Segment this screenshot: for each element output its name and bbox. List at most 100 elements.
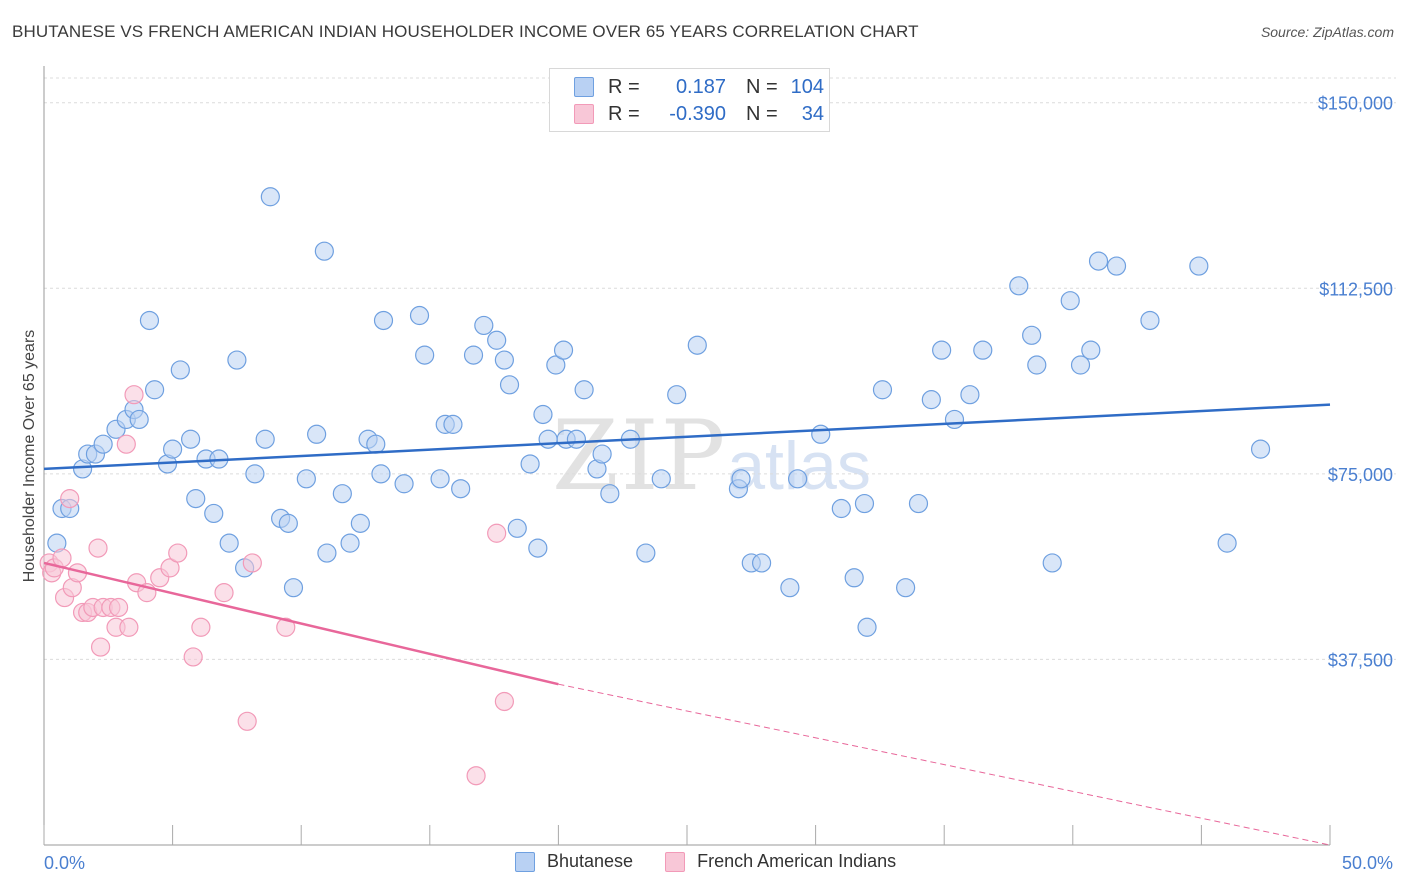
bhutanese-point	[487, 330, 507, 350]
french-american-indians-point	[124, 385, 144, 405]
bhutanese-point	[1250, 439, 1271, 459]
bhutanese-point	[283, 578, 304, 598]
bhutanese-point	[600, 484, 620, 504]
bhutanese-point	[371, 464, 391, 484]
n-value: 104	[790, 75, 824, 98]
bhutanese-point	[731, 469, 751, 489]
legend-bhutanese-label: Bhutanese	[547, 851, 634, 871]
french-american-indians-point	[60, 489, 80, 509]
french-american-indians-point	[90, 637, 111, 657]
y-tick-label: $37,500	[1328, 650, 1393, 670]
bhutanese-point	[973, 340, 993, 360]
bhutanese-point	[219, 533, 239, 553]
bhutanese-point	[163, 439, 183, 459]
bhutanese-point	[415, 345, 435, 365]
y-tick-label: $150,000	[1318, 94, 1393, 114]
bhutanese-point	[1189, 256, 1209, 276]
bhutanese-point	[144, 380, 165, 400]
legend-bhutanese-swatch	[515, 851, 535, 872]
n-label: N =	[746, 102, 778, 125]
bhutanese-point	[350, 513, 370, 533]
bhutanese-point	[366, 434, 386, 454]
bhutanese-point	[546, 355, 566, 375]
bhutanese-point	[255, 429, 275, 449]
bhutanese-point	[960, 385, 980, 405]
bhutanese-point	[811, 424, 831, 444]
french-american-indians-trend-extension	[558, 683, 1331, 846]
bhutanese-point	[528, 538, 548, 558]
bhutanese-point	[1009, 276, 1029, 296]
bhutanese-point	[463, 345, 484, 365]
x-tick-label: 0.0%	[44, 853, 85, 873]
bhutanese-point	[245, 464, 265, 484]
x-tick-label: 50.0%	[1342, 853, 1393, 873]
bhutanese-point	[1217, 533, 1237, 553]
bhutanese-point	[533, 404, 553, 425]
bhutanese-point	[787, 469, 808, 489]
bhutanese-point	[566, 429, 587, 449]
bhutanese-point	[636, 543, 656, 563]
r-value: 0.187	[675, 75, 726, 98]
bhutanese-swatch	[574, 77, 594, 97]
bhutanese-point	[443, 414, 463, 434]
bhutanese-point	[278, 513, 298, 533]
bhutanese-point	[181, 429, 201, 449]
bhutanese-point	[687, 335, 707, 355]
bhutanese-point	[409, 305, 430, 326]
r-value: -0.390	[669, 102, 726, 125]
french-american-indians-swatch	[574, 104, 594, 124]
bhutanese-point	[494, 350, 514, 370]
french-american-indians-point	[116, 434, 136, 454]
bhutanese-point	[592, 444, 612, 464]
bhutanese-point	[831, 498, 851, 519]
watermark-zip: ZIP	[552, 400, 728, 512]
bhutanese-point	[553, 340, 574, 360]
n-value: 34	[801, 102, 824, 125]
bhutanese-point	[1022, 325, 1042, 345]
stats-row-french-american-indians: R = -0.390 N = 34	[574, 102, 824, 126]
bhutanese-point	[751, 553, 772, 573]
french-american-indians-point	[242, 553, 262, 573]
bhutanese-point	[538, 429, 558, 449]
french-american-indians-point	[183, 647, 203, 667]
watermark: ZIPatlas	[552, 400, 871, 512]
bhutanese-point	[1027, 355, 1047, 375]
bhutanese-point	[896, 578, 916, 598]
french-american-indians-point	[494, 691, 514, 712]
bhutanese-point	[1042, 553, 1062, 573]
chart-source: Source: ZipAtlas.com	[1260, 24, 1394, 40]
legend-french-american-indians-swatch	[665, 851, 686, 872]
french-american-indians-point	[276, 617, 296, 637]
bhutanese-point	[373, 310, 394, 331]
bhutanese-point	[872, 380, 893, 400]
bhutanese-point	[340, 533, 360, 553]
french-american-indians-point	[108, 597, 129, 618]
bhutanese-point	[430, 469, 450, 489]
bhutanese-point	[1070, 355, 1091, 375]
bhutanese-point	[1106, 256, 1127, 276]
bhutanese-point	[857, 617, 877, 637]
bhutanese-point	[944, 409, 965, 430]
bhutanese-point	[204, 503, 224, 524]
chart-title: BHUTANESE VS FRENCH AMERICAN INDIAN HOUS…	[12, 22, 919, 41]
watermark-atlas: atlas	[727, 428, 871, 504]
legend-french-american-indians-label: French American Indians	[697, 851, 897, 871]
french-american-indians-point	[88, 538, 108, 558]
french-american-indians-point	[237, 711, 257, 731]
french-american-indians-point	[466, 766, 486, 786]
french-american-indians-point	[214, 583, 234, 603]
french-american-indians-point	[487, 523, 507, 543]
bhutanese-point	[314, 241, 334, 261]
bhutanese-point	[93, 434, 113, 454]
bhutanese-point	[932, 340, 952, 360]
bhutanese-point	[451, 479, 471, 499]
stats-legend: R = 0.187 N = 104 R = -0.390 N = 34	[549, 68, 830, 132]
bhutanese-point	[780, 578, 800, 598]
y-axis-label: Householder Income Over 65 years	[21, 330, 38, 583]
r-label: R =	[608, 102, 640, 125]
bhutanese-trend-line	[43, 403, 1331, 471]
french-american-indians-trend-line	[43, 561, 559, 686]
y-tick-label: $75,000	[1328, 465, 1393, 485]
bhutanese-point	[186, 489, 206, 509]
